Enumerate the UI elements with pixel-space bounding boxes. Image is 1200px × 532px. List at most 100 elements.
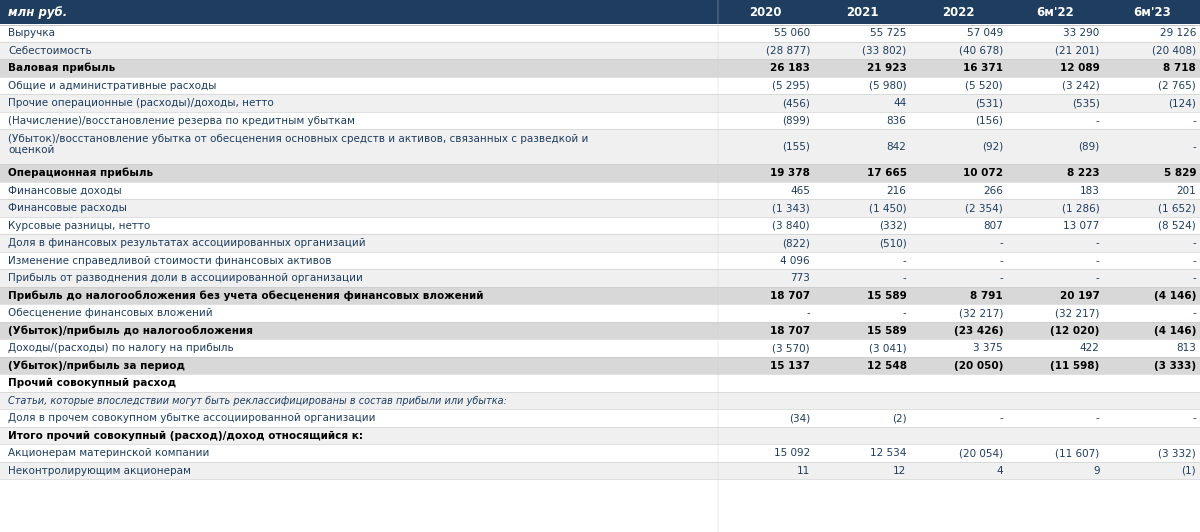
Text: (1 343): (1 343) xyxy=(773,203,810,213)
Text: Статьи, которые впоследствии могут быть реклассифицированы в состав прибыли или : Статьи, которые впоследствии могут быть … xyxy=(8,396,506,406)
Bar xyxy=(0,270,1200,287)
Text: -: - xyxy=(1096,116,1099,126)
Text: 266: 266 xyxy=(983,186,1003,196)
Text: (11 607): (11 607) xyxy=(1055,448,1099,458)
Text: Прочие операционные (расходы)/доходы, нетто: Прочие операционные (расходы)/доходы, не… xyxy=(8,98,274,108)
Text: 2021: 2021 xyxy=(846,6,878,19)
Bar xyxy=(0,304,1200,322)
Text: (124): (124) xyxy=(1168,98,1196,108)
Bar xyxy=(0,287,1200,304)
Text: (155): (155) xyxy=(782,142,810,152)
Bar xyxy=(0,445,1200,462)
Text: Валовая прибыль: Валовая прибыль xyxy=(8,63,115,73)
Text: (3 570): (3 570) xyxy=(773,343,810,353)
Text: (4 146): (4 146) xyxy=(1153,291,1196,301)
Text: 21 923: 21 923 xyxy=(866,63,906,73)
Text: Итого прочий совокупный (расход)/доход относящийся к:: Итого прочий совокупный (расход)/доход о… xyxy=(8,431,364,441)
Text: 19 378: 19 378 xyxy=(770,168,810,178)
Text: 773: 773 xyxy=(791,273,810,283)
Text: Курсовые разницы, нетто: Курсовые разницы, нетто xyxy=(8,221,150,231)
Text: -: - xyxy=(806,308,810,318)
Bar xyxy=(0,0,1200,24)
Text: Общие и административные расходы: Общие и административные расходы xyxy=(8,81,216,91)
Text: Себестоимость: Себестоимость xyxy=(8,46,91,56)
Text: 807: 807 xyxy=(983,221,1003,231)
Text: -: - xyxy=(902,308,906,318)
Text: 813: 813 xyxy=(1176,343,1196,353)
Text: (8 524): (8 524) xyxy=(1158,221,1196,231)
Text: 12 089: 12 089 xyxy=(1060,63,1099,73)
Bar xyxy=(0,112,1200,129)
Text: 8 718: 8 718 xyxy=(1163,63,1196,73)
Text: (32 217): (32 217) xyxy=(1055,308,1099,318)
Text: -: - xyxy=(1000,273,1003,283)
Text: 8 223: 8 223 xyxy=(1067,168,1099,178)
Text: 15 137: 15 137 xyxy=(770,361,810,371)
Bar xyxy=(0,357,1200,375)
Bar xyxy=(0,95,1200,112)
Text: Обесценение финансовых вложений: Обесценение финансовых вложений xyxy=(8,308,212,318)
Text: (Начисление)/восстановление резерва по кредитным убыткам: (Начисление)/восстановление резерва по к… xyxy=(8,116,355,126)
Text: -: - xyxy=(1193,116,1196,126)
Text: 12: 12 xyxy=(893,466,906,476)
Text: 57 049: 57 049 xyxy=(967,28,1003,38)
Text: (531): (531) xyxy=(976,98,1003,108)
Text: -: - xyxy=(902,256,906,266)
Text: (23 426): (23 426) xyxy=(954,326,1003,336)
Bar xyxy=(0,164,1200,182)
Text: (20 054): (20 054) xyxy=(959,448,1003,458)
Bar xyxy=(0,24,1200,42)
Text: -: - xyxy=(1096,256,1099,266)
Text: 12 548: 12 548 xyxy=(866,361,906,371)
Text: 8 791: 8 791 xyxy=(971,291,1003,301)
Text: 201: 201 xyxy=(1176,186,1196,196)
Text: Операционная прибыль: Операционная прибыль xyxy=(8,168,154,179)
Bar xyxy=(0,462,1200,479)
Text: (89): (89) xyxy=(1079,142,1099,152)
Text: 17 665: 17 665 xyxy=(866,168,906,178)
Text: (3 242): (3 242) xyxy=(1062,81,1099,91)
Text: Изменение справедливой стоимости финансовых активов: Изменение справедливой стоимости финансо… xyxy=(8,256,331,266)
Bar xyxy=(0,427,1200,445)
Text: оценкой: оценкой xyxy=(8,144,54,154)
Text: 4 096: 4 096 xyxy=(780,256,810,266)
Text: 842: 842 xyxy=(887,142,906,152)
Text: 13 077: 13 077 xyxy=(1063,221,1099,231)
Text: (21 201): (21 201) xyxy=(1055,46,1099,56)
Text: 216: 216 xyxy=(887,186,906,196)
Text: 20 197: 20 197 xyxy=(1060,291,1099,301)
Bar xyxy=(0,200,1200,217)
Text: 2022: 2022 xyxy=(942,6,976,19)
Text: (Убыток)/прибыль до налогообложения: (Убыток)/прибыль до налогообложения xyxy=(8,326,253,336)
Bar xyxy=(0,235,1200,252)
Text: -: - xyxy=(1096,273,1099,283)
Text: 4: 4 xyxy=(996,466,1003,476)
Text: 2020: 2020 xyxy=(750,6,782,19)
Text: 12 534: 12 534 xyxy=(870,448,906,458)
Text: (20 050): (20 050) xyxy=(954,361,1003,371)
Text: (1 652): (1 652) xyxy=(1158,203,1196,213)
Text: 422: 422 xyxy=(1080,343,1099,353)
Bar xyxy=(0,392,1200,410)
Bar xyxy=(0,410,1200,427)
Text: (12 020): (12 020) xyxy=(1050,326,1099,336)
Text: 3 375: 3 375 xyxy=(973,343,1003,353)
Text: млн руб.: млн руб. xyxy=(8,6,67,19)
Text: (535): (535) xyxy=(1072,98,1099,108)
Text: -: - xyxy=(1193,308,1196,318)
Bar xyxy=(0,77,1200,95)
Text: 5 829: 5 829 xyxy=(1164,168,1196,178)
Text: (34): (34) xyxy=(788,413,810,423)
Bar xyxy=(0,60,1200,77)
Text: (2 354): (2 354) xyxy=(965,203,1003,213)
Text: 465: 465 xyxy=(791,186,810,196)
Bar xyxy=(0,322,1200,339)
Text: 6м'22: 6м'22 xyxy=(1037,6,1074,19)
Text: -: - xyxy=(1193,413,1196,423)
Text: 11: 11 xyxy=(797,466,810,476)
Text: (32 217): (32 217) xyxy=(959,308,1003,318)
Text: (899): (899) xyxy=(782,116,810,126)
Text: -: - xyxy=(1096,238,1099,248)
Text: Доходы/(расходы) по налогу на прибыль: Доходы/(расходы) по налогу на прибыль xyxy=(8,343,234,353)
Bar xyxy=(0,42,1200,60)
